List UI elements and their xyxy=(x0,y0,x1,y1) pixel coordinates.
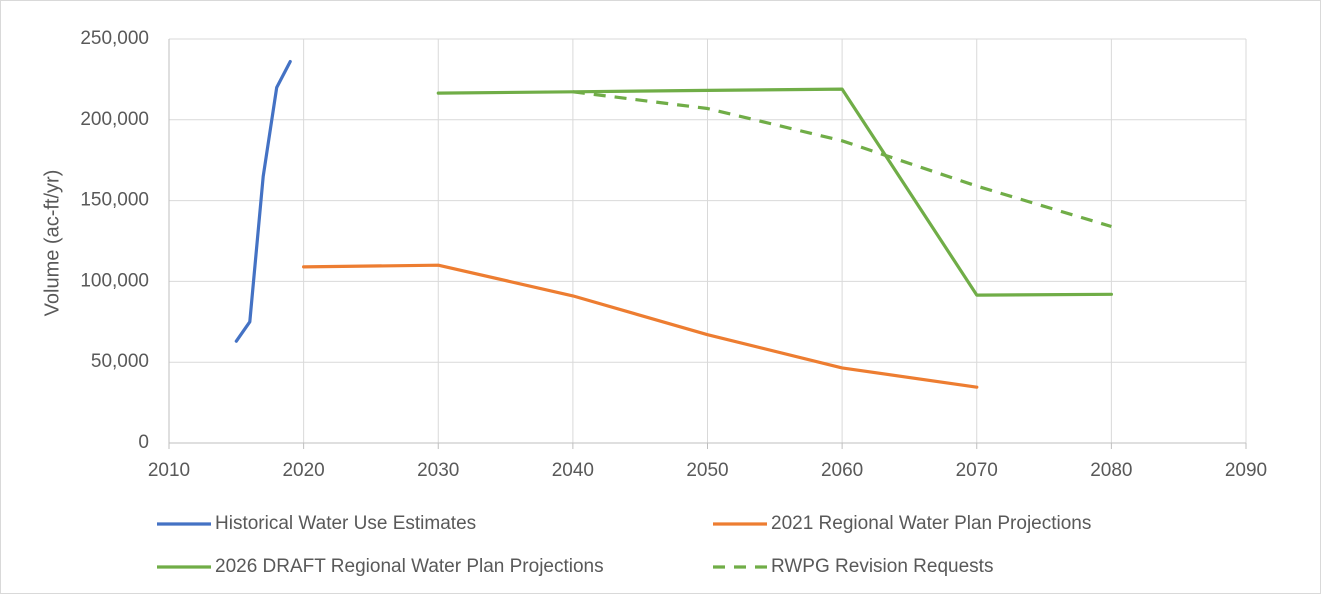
legend-item-2026-draft-regional-water-plan-projections: 2026 DRAFT Regional Water Plan Projectio… xyxy=(157,556,604,577)
y-tick-label: 200,000 xyxy=(80,109,149,130)
x-tick-label: 2040 xyxy=(552,460,594,481)
x-tick-label: 2030 xyxy=(417,460,459,481)
x-tick-label: 2050 xyxy=(686,460,728,481)
y-tick-label: 100,000 xyxy=(80,270,149,291)
x-tick-label: 2060 xyxy=(821,460,863,481)
series-line-rwpg-revision-requests xyxy=(572,90,1112,229)
series-line-2021-regional-water-plan-projections xyxy=(302,263,979,389)
legend: Historical Water Use Estimates 2021 Regio… xyxy=(157,513,1091,577)
x-tick-label: 2010 xyxy=(148,460,190,481)
gridlines xyxy=(169,38,1247,443)
y-tick-label: 250,000 xyxy=(80,28,149,49)
x-tick-label: 2020 xyxy=(282,460,324,481)
axes xyxy=(168,39,1247,449)
y-axis-title: Volume (ac-ft/yr) xyxy=(41,170,63,317)
series-line-historical-water-use-estimates xyxy=(234,59,292,343)
legend-item-historical-water-use-estimates: Historical Water Use Estimates xyxy=(157,513,476,534)
y-tick-label: 0 xyxy=(138,432,149,453)
x-tick-label: 2090 xyxy=(1225,460,1267,481)
x-tick-label: 2080 xyxy=(1090,460,1132,481)
legend-item-2021-regional-water-plan-projections: 2021 Regional Water Plan Projections xyxy=(713,513,1091,534)
tick-labels: 0 50,000 100,000 150,000 200,000 250,000 2010 2… xyxy=(80,28,1267,481)
x-tick-label: 2070 xyxy=(956,460,998,481)
series-line-2026-draft-regional-water-plan-projections xyxy=(436,87,1114,297)
legend-label: 2021 Regional Water Plan Projections xyxy=(771,513,1091,534)
y-tick-label: 150,000 xyxy=(80,190,149,211)
legend-label: RWPG Revision Requests xyxy=(771,556,993,577)
legend-item-rwpg-revision-requests: RWPG Revision Requests xyxy=(713,556,993,577)
y-tick-label: 50,000 xyxy=(91,351,149,372)
series-lines xyxy=(234,59,1114,389)
legend-label: 2026 DRAFT Regional Water Plan Projectio… xyxy=(215,556,604,577)
legend-label: Historical Water Use Estimates xyxy=(215,513,476,534)
